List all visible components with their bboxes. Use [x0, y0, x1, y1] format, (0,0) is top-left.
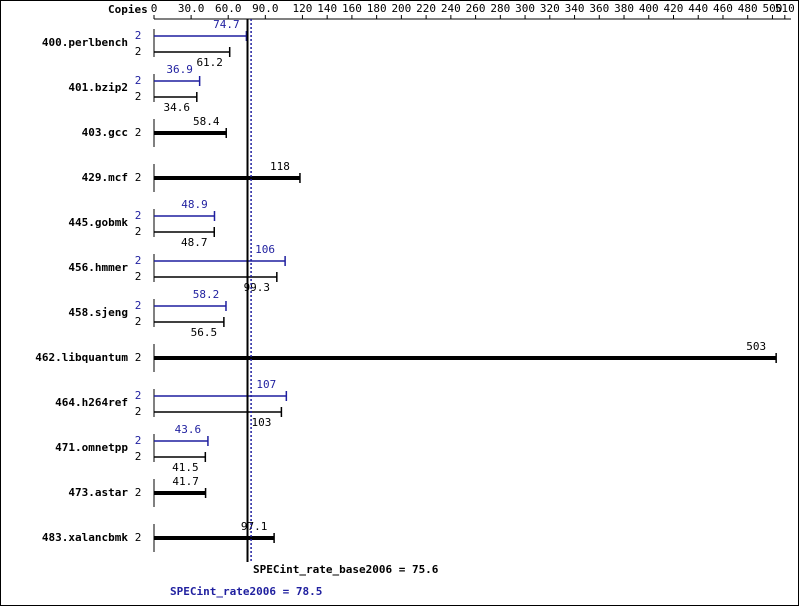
- value-label: 61.2: [196, 56, 223, 69]
- x-tick-label: 220: [416, 2, 436, 15]
- copies-label: 2: [135, 209, 142, 222]
- x-tick-label: 400: [639, 2, 659, 15]
- axis-label: Copies: [108, 3, 148, 16]
- x-tick-label: 420: [664, 2, 684, 15]
- category-label: 403.gcc: [82, 126, 128, 139]
- x-tick-label: 260: [466, 2, 486, 15]
- reference-label: SPECint_rate_base2006 = 75.6: [253, 563, 439, 576]
- category-label: 462.libquantum: [35, 351, 128, 364]
- x-tick-label: 90.0: [252, 2, 279, 15]
- value-label: 43.6: [175, 423, 202, 436]
- category-label: 473.astar: [68, 486, 128, 499]
- copies-label: 2: [135, 74, 142, 87]
- value-label: 41.5: [172, 461, 199, 474]
- category-label: 471.omnetpp: [55, 441, 128, 454]
- copies-label: 2: [135, 225, 142, 238]
- copies-label: 2: [135, 351, 142, 364]
- x-tick-label: 240: [441, 2, 461, 15]
- value-label: 56.5: [191, 326, 218, 339]
- copies-label: 2: [135, 90, 142, 103]
- x-tick-label: 160: [342, 2, 362, 15]
- copies-label: 2: [135, 315, 142, 328]
- x-tick-label: 480: [738, 2, 758, 15]
- x-tick-label: 320: [540, 2, 560, 15]
- value-label: 118: [270, 160, 290, 173]
- copies-label: 2: [135, 126, 142, 139]
- copies-label: 2: [135, 270, 142, 283]
- copies-label: 2: [135, 45, 142, 58]
- copies-label: 2: [135, 434, 142, 447]
- category-label: 400.perlbench: [42, 36, 128, 49]
- value-label: 97.1: [241, 520, 268, 533]
- value-label: 58.4: [193, 115, 220, 128]
- x-tick-label: 140: [317, 2, 337, 15]
- x-tick-label: 340: [565, 2, 585, 15]
- value-label: 41.7: [172, 475, 199, 488]
- value-label: 48.9: [181, 198, 208, 211]
- value-label: 107: [256, 378, 276, 391]
- copies-label: 2: [135, 486, 142, 499]
- category-label: 456.hmmer: [68, 261, 128, 274]
- x-tick-label: 460: [713, 2, 733, 15]
- value-label: 106: [255, 243, 275, 256]
- value-label: 99.3: [244, 281, 271, 294]
- value-label: 74.7: [213, 18, 240, 31]
- copies-label: 2: [135, 531, 142, 544]
- value-label: 503: [746, 340, 766, 353]
- x-tick-label: 440: [688, 2, 708, 15]
- category-label: 445.gobmk: [68, 216, 128, 229]
- category-label: 464.h264ref: [55, 396, 128, 409]
- copies-label: 2: [135, 171, 142, 184]
- copies-label: 2: [135, 405, 142, 418]
- copies-label: 2: [135, 450, 142, 463]
- x-tick-label: 500: [763, 2, 783, 15]
- category-label: 401.bzip2: [68, 81, 128, 94]
- category-label: 458.sjeng: [68, 306, 128, 319]
- category-label: 429.mcf: [82, 171, 128, 184]
- x-tick-label: 30.0: [178, 2, 205, 15]
- category-label: 483.xalancbmk: [42, 531, 128, 544]
- x-tick-label: 60.0: [215, 2, 242, 15]
- x-tick-label: 300: [515, 2, 535, 15]
- x-tick-label: 0: [151, 2, 158, 15]
- x-tick-label: 510: [775, 2, 795, 15]
- copies-label: 2: [135, 254, 142, 267]
- value-label: 34.6: [164, 101, 191, 114]
- value-label: 103: [251, 416, 271, 429]
- value-label: 58.2: [193, 288, 220, 301]
- x-tick-label: 180: [367, 2, 387, 15]
- value-label: 48.7: [181, 236, 208, 249]
- copies-label: 2: [135, 389, 142, 402]
- x-tick-label: 200: [391, 2, 411, 15]
- x-tick-label: 280: [490, 2, 510, 15]
- copies-label: 2: [135, 299, 142, 312]
- x-tick-label: 380: [614, 2, 634, 15]
- copies-label: 2: [135, 29, 142, 42]
- x-tick-label: 360: [589, 2, 609, 15]
- x-tick-label: 120: [292, 2, 312, 15]
- reference-label: SPECint_rate2006 = 78.5: [170, 585, 322, 598]
- value-label: 36.9: [166, 63, 193, 76]
